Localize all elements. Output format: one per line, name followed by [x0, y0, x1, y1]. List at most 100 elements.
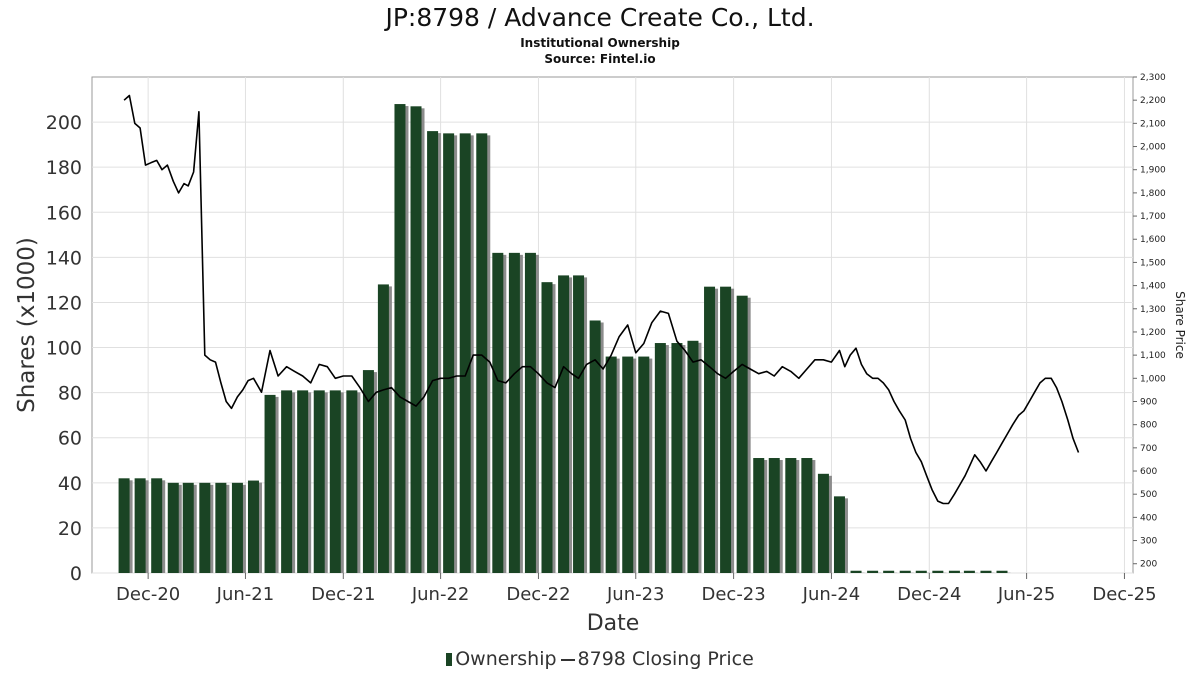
ownership-bar [118, 478, 130, 573]
legend: Ownership 8798 Closing Price [0, 648, 1200, 670]
ownership-bar [963, 570, 975, 573]
x-tick-label: Dec-23 [701, 584, 765, 605]
ownership-bar [768, 458, 780, 573]
ownership-bar [704, 286, 716, 573]
y2-tick-label: 1,700 [1140, 212, 1166, 222]
ownership-bar [654, 343, 666, 573]
y2-tick-label: 1,600 [1140, 235, 1166, 245]
y2-tick-label: 300 [1140, 537, 1157, 547]
ownership-bar [541, 282, 553, 573]
ownership-bar [785, 458, 797, 573]
ownership-bar [394, 104, 406, 574]
y-tick-label: 160 [46, 202, 82, 224]
x-tick-label: Jun-23 [606, 584, 665, 605]
ownership-bar [508, 252, 520, 573]
ownership-bar [850, 570, 862, 573]
ownership-bar [671, 343, 683, 573]
y2-tick-label: 2,000 [1140, 143, 1166, 153]
ownership-bar [932, 570, 944, 573]
y2-tick-label: 700 [1140, 444, 1157, 454]
ownership-bar [915, 570, 927, 573]
ownership-bar [281, 390, 293, 573]
ownership-bar [410, 106, 422, 574]
legend-price-label: 8798 Closing Price [577, 648, 754, 670]
ownership-bar [817, 473, 829, 573]
ownership-bar [264, 394, 276, 573]
x-tick-label: Jun-21 [216, 584, 275, 605]
ownership-bar [833, 496, 845, 573]
y2-tick-label: 600 [1140, 467, 1157, 477]
ownership-bar [996, 570, 1008, 573]
legend-price-swatch [560, 658, 575, 661]
y2-tick-label: 1,100 [1140, 351, 1166, 361]
ownership-bar [573, 275, 585, 573]
ownership-bar [215, 482, 227, 573]
x-tick-label: Dec-25 [1092, 584, 1156, 605]
ownership-bar [151, 478, 163, 573]
y2-tick-label: 1,400 [1140, 282, 1166, 292]
ownership-bar [313, 390, 325, 573]
ownership-bar [346, 390, 358, 573]
ownership-bar [720, 286, 732, 573]
ownership-bar [134, 478, 146, 573]
ownership-bar [167, 482, 179, 573]
ownership-bar [589, 320, 601, 573]
y-tick-label: 0 [70, 563, 82, 585]
y-tick-label: 20 [58, 518, 82, 540]
y-tick-label: 200 [46, 112, 82, 134]
x-tick-label: Dec-24 [897, 584, 961, 605]
ownership-bar [622, 356, 634, 573]
y2-axis-label: Share Price [1173, 291, 1187, 359]
x-axis-label: Date [587, 611, 640, 636]
y2-tick-label: 2,200 [1140, 96, 1166, 106]
ownership-bar [638, 356, 650, 573]
y2-tick-label: 2,100 [1140, 119, 1166, 129]
ownership-bar [899, 570, 911, 573]
y-tick-label: 40 [58, 473, 82, 495]
ownership-bar [329, 390, 341, 573]
ownership-bar [948, 570, 960, 573]
chart-subtitle: Institutional Ownership [520, 36, 680, 50]
x-tick-label: Jun-22 [411, 584, 470, 605]
ownership-bar [427, 131, 439, 574]
legend-ownership-swatch [446, 653, 453, 666]
price-line [123, 94, 1080, 505]
y2-tick-label: 1,200 [1140, 328, 1166, 338]
ownership-bar [247, 480, 259, 573]
legend-ownership-label: Ownership [455, 648, 557, 670]
ownership-bar [736, 295, 748, 573]
y-tick-label: 100 [46, 338, 82, 360]
y2-tick-label: 900 [1140, 397, 1157, 407]
y-tick-label: 140 [46, 247, 82, 269]
y-tick-label: 120 [46, 292, 82, 314]
ownership-bar [492, 252, 504, 573]
chart-title: JP:8798 / Advance Create Co., Ltd. [385, 3, 815, 32]
x-tick-label: Dec-22 [506, 584, 570, 605]
ownership-bar [605, 356, 617, 573]
ownership-bar [867, 570, 879, 573]
x-tick-label: Dec-20 [116, 584, 180, 605]
y-tick-label: 60 [58, 428, 82, 450]
ownership-bar [558, 275, 570, 573]
y2-tick-label: 800 [1140, 421, 1157, 431]
y2-tick-label: 400 [1140, 513, 1157, 523]
x-tick-label: Dec-21 [311, 584, 375, 605]
x-tick-label: Jun-24 [802, 584, 861, 605]
chart-source: Source: Fintel.io [544, 52, 656, 66]
y2-tick-label: 200 [1140, 560, 1157, 570]
ownership-bar [443, 133, 455, 573]
ownership-bar [199, 482, 211, 573]
ownership-bar [459, 133, 471, 573]
y2-tick-label: 1,000 [1140, 374, 1166, 384]
ownership-bar [231, 482, 243, 573]
ownership-bar [297, 390, 309, 573]
y2-tick-label: 1,500 [1140, 258, 1166, 268]
ownership-bar [883, 570, 895, 573]
ownership-bar [377, 284, 389, 573]
y-tick-label: 180 [46, 157, 82, 179]
y2-tick-label: 500 [1140, 490, 1157, 500]
ownership-bar [687, 340, 699, 573]
y2-tick-label: 1,800 [1140, 189, 1166, 199]
ownership-bar [362, 370, 374, 573]
